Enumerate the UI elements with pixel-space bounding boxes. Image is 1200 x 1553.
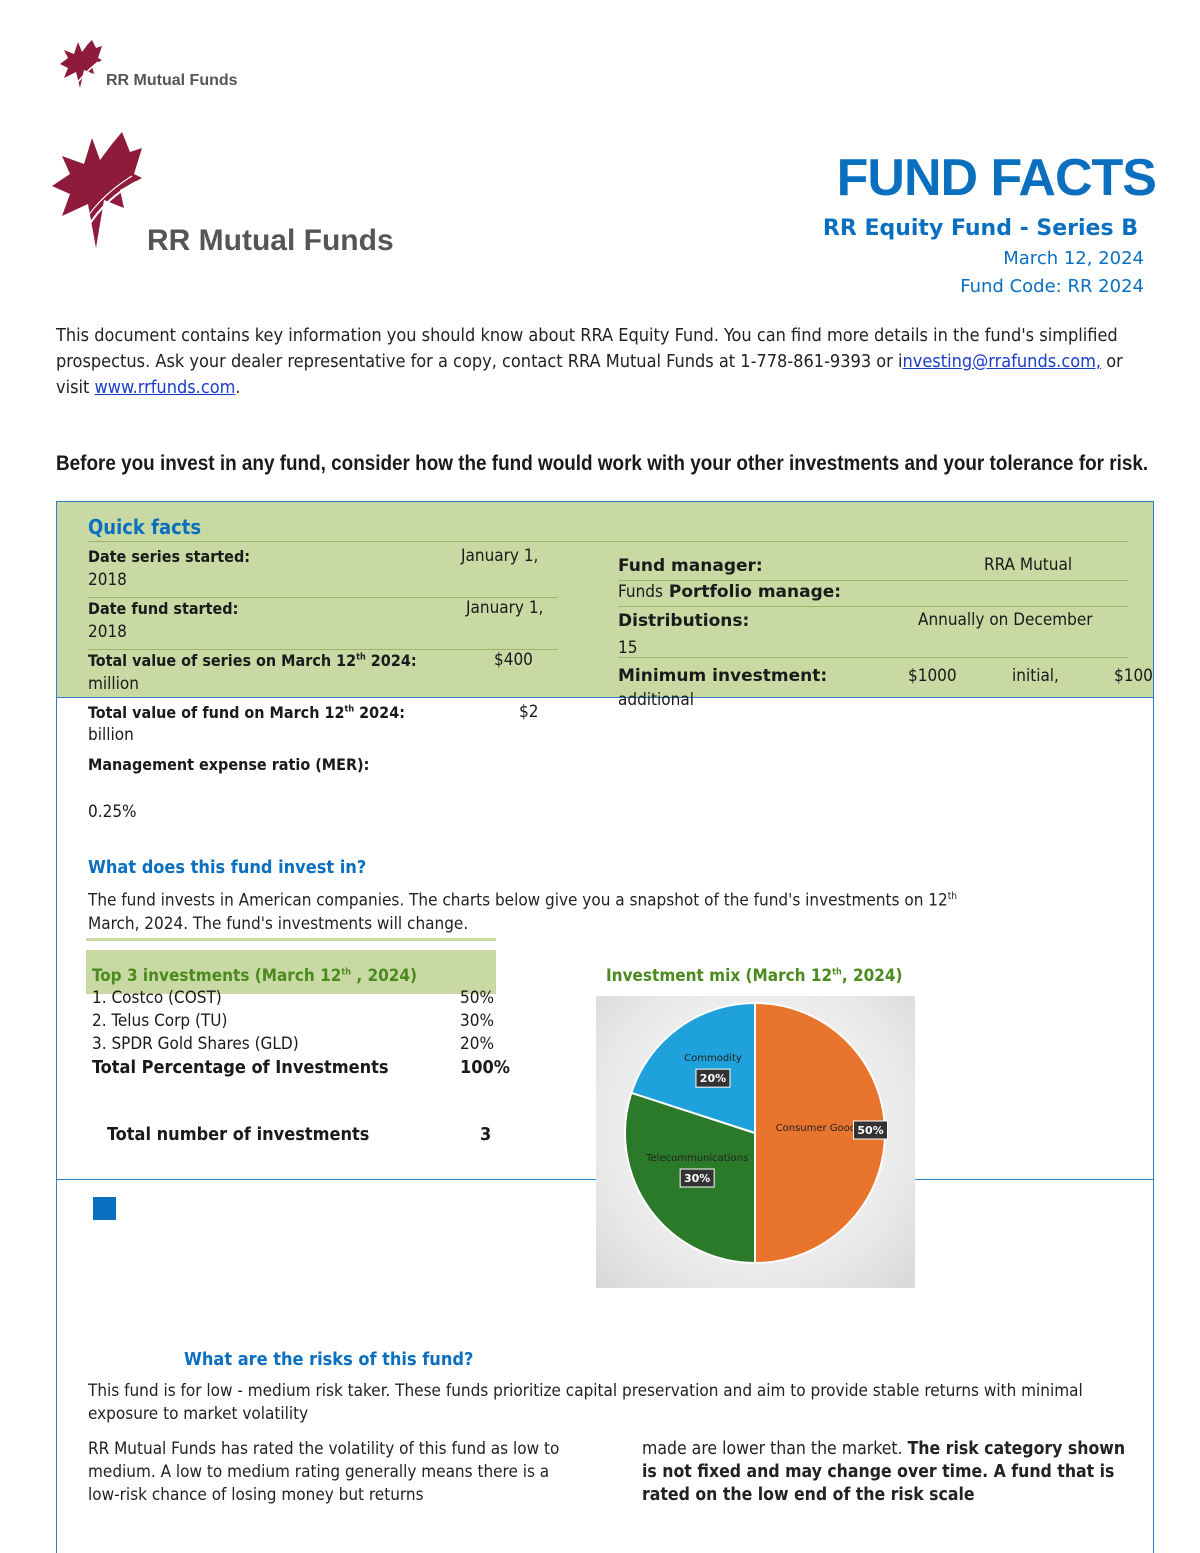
logo-large bbox=[50, 130, 145, 255]
pie-category-label: Commodity bbox=[684, 1053, 742, 1064]
total-series-value: $400 bbox=[494, 650, 533, 670]
date-series-label: Date series started: bbox=[88, 547, 251, 566]
min-investment-value-3: $100 bbox=[1114, 666, 1153, 686]
date-fund-value-2: 2018 bbox=[88, 622, 127, 642]
fund-date: March 12, 2024 bbox=[1003, 248, 1144, 269]
list-item-pct: 30% bbox=[460, 1011, 494, 1031]
pie-data-label: 30% bbox=[679, 1168, 715, 1188]
list-item: 1. Costco (COST) bbox=[92, 988, 222, 1008]
date-fund-label: Date fund started: bbox=[88, 599, 239, 618]
mix-heading: Investment mix (March 12th, 2024) bbox=[606, 966, 903, 986]
total-pct-value: 100% bbox=[460, 1057, 511, 1078]
min-investment-value-4: additional bbox=[618, 690, 694, 710]
quick-facts-panel bbox=[57, 502, 1153, 697]
mer-value: 0.25% bbox=[88, 802, 137, 822]
intro-paragraph: This document contains key information y… bbox=[56, 323, 1136, 401]
date-fund-value: January 1, bbox=[466, 598, 544, 618]
maple-leaf-icon bbox=[60, 40, 102, 91]
total-pct-label: Total Percentage of Investments bbox=[92, 1057, 389, 1078]
total-fund-value-2: billion bbox=[88, 725, 134, 745]
before-invest-note: Before you invest in any fund, consider … bbox=[56, 452, 1149, 475]
rule-line bbox=[618, 580, 1128, 581]
brand-small: RR Mutual Funds bbox=[106, 72, 238, 89]
maple-leaf-icon bbox=[52, 132, 142, 248]
mer-label: Management expense ratio (MER): bbox=[88, 755, 370, 774]
intro-text: This document contains key information y… bbox=[56, 325, 1118, 372]
total-series-label: Total value of series on March 12th 2024… bbox=[88, 651, 417, 670]
invest-in-heading: What does this fund invest in? bbox=[88, 857, 367, 878]
min-investment-value-2: initial, bbox=[1012, 666, 1059, 686]
fund-code: Fund Code: RR 2024 bbox=[960, 276, 1144, 297]
distributions-label: Distributions: bbox=[618, 611, 750, 631]
website-link[interactable]: www.rrfunds.com bbox=[94, 377, 236, 398]
rule-line bbox=[88, 541, 1128, 542]
intro-text-3: . bbox=[235, 377, 241, 398]
portfolio-label: Portfolio manage: bbox=[662, 582, 842, 602]
risks-text: This fund is for low - medium risk taker… bbox=[88, 1381, 1083, 1424]
total-count-label: Total number of investments bbox=[107, 1124, 370, 1145]
brand-large: RR Mutual Funds bbox=[147, 224, 394, 257]
quick-facts-divider bbox=[56, 697, 1154, 698]
top3-heading: Top 3 investments (March 12th , 2024) bbox=[92, 966, 418, 986]
min-investment-label: Minimum investment: bbox=[618, 666, 828, 686]
box-top-border bbox=[56, 501, 1154, 502]
rule-line bbox=[618, 606, 1128, 607]
logo-small bbox=[58, 38, 104, 96]
fund-manager-label: Fund manager: bbox=[618, 556, 763, 576]
rule-line bbox=[88, 649, 558, 650]
list-item-pct: 50% bbox=[460, 988, 494, 1008]
total-count-value: 3 bbox=[480, 1124, 492, 1145]
svg-text:50%: 50% bbox=[857, 1124, 883, 1137]
fund-manager-value: RRA Mutual bbox=[984, 555, 1073, 575]
rule-line bbox=[88, 597, 558, 598]
risks-col2: made are lower than the market. The risk… bbox=[642, 1439, 1126, 1505]
intro-text-2: or visit bbox=[56, 351, 1123, 398]
email-link[interactable]: nvesting@rrafunds.com, bbox=[902, 351, 1102, 372]
pie-data-label: 20% bbox=[695, 1068, 731, 1088]
pie-category-label: Telecommunications bbox=[645, 1153, 748, 1164]
min-investment-value-1: $1000 bbox=[908, 666, 957, 686]
invest-in-text: The fund invests in American companies. … bbox=[88, 890, 957, 934]
total-fund-label: Total value of fund on March 12th 2024: bbox=[88, 703, 405, 722]
top3-rule bbox=[86, 938, 496, 941]
blue-square-icon bbox=[93, 1197, 116, 1220]
section-divider-left bbox=[56, 1179, 596, 1180]
distributions-value: Annually on December bbox=[918, 610, 1093, 630]
risks-col1: RR Mutual Funds has rated the volatility… bbox=[88, 1439, 560, 1505]
list-item: 2. Telus Corp (TU) bbox=[92, 1011, 228, 1031]
distributions-value-2: 15 bbox=[618, 638, 638, 658]
fund-name: RR Equity Fund - Series B bbox=[822, 216, 1138, 241]
total-fund-value: $2 bbox=[519, 702, 539, 722]
section-divider-right bbox=[914, 1179, 1154, 1180]
rule-line bbox=[618, 657, 1128, 658]
pie-category-label: Consumer Goods bbox=[776, 1123, 862, 1134]
list-item: 3. SPDR Gold Shares (GLD) bbox=[92, 1034, 299, 1054]
list-item-pct: 20% bbox=[460, 1034, 494, 1054]
page-title: FUND FACTS bbox=[836, 149, 1157, 207]
date-series-value: January 1, bbox=[461, 546, 539, 566]
total-series-value-2: million bbox=[88, 674, 139, 694]
box-right-border bbox=[1153, 501, 1154, 1553]
fund-manager-value-2: Funds Portfolio manage: bbox=[618, 582, 842, 602]
svg-text:20%: 20% bbox=[700, 1072, 726, 1085]
pie-chart-panel: Consumer Goods 50% Telecommunications 30% Co… bbox=[596, 996, 915, 1288]
box-left-border bbox=[56, 501, 57, 1553]
pie-slice-commodity bbox=[630, 1001, 756, 1135]
date-series-value-2: 2018 bbox=[88, 570, 127, 590]
quick-facts-heading: Quick facts bbox=[88, 515, 202, 539]
pie-data-label: 50% bbox=[853, 1120, 888, 1140]
risks-heading: What are the risks of this fund? bbox=[184, 1349, 474, 1370]
svg-text:30%: 30% bbox=[684, 1172, 710, 1185]
top3-heading-bg bbox=[86, 950, 496, 994]
